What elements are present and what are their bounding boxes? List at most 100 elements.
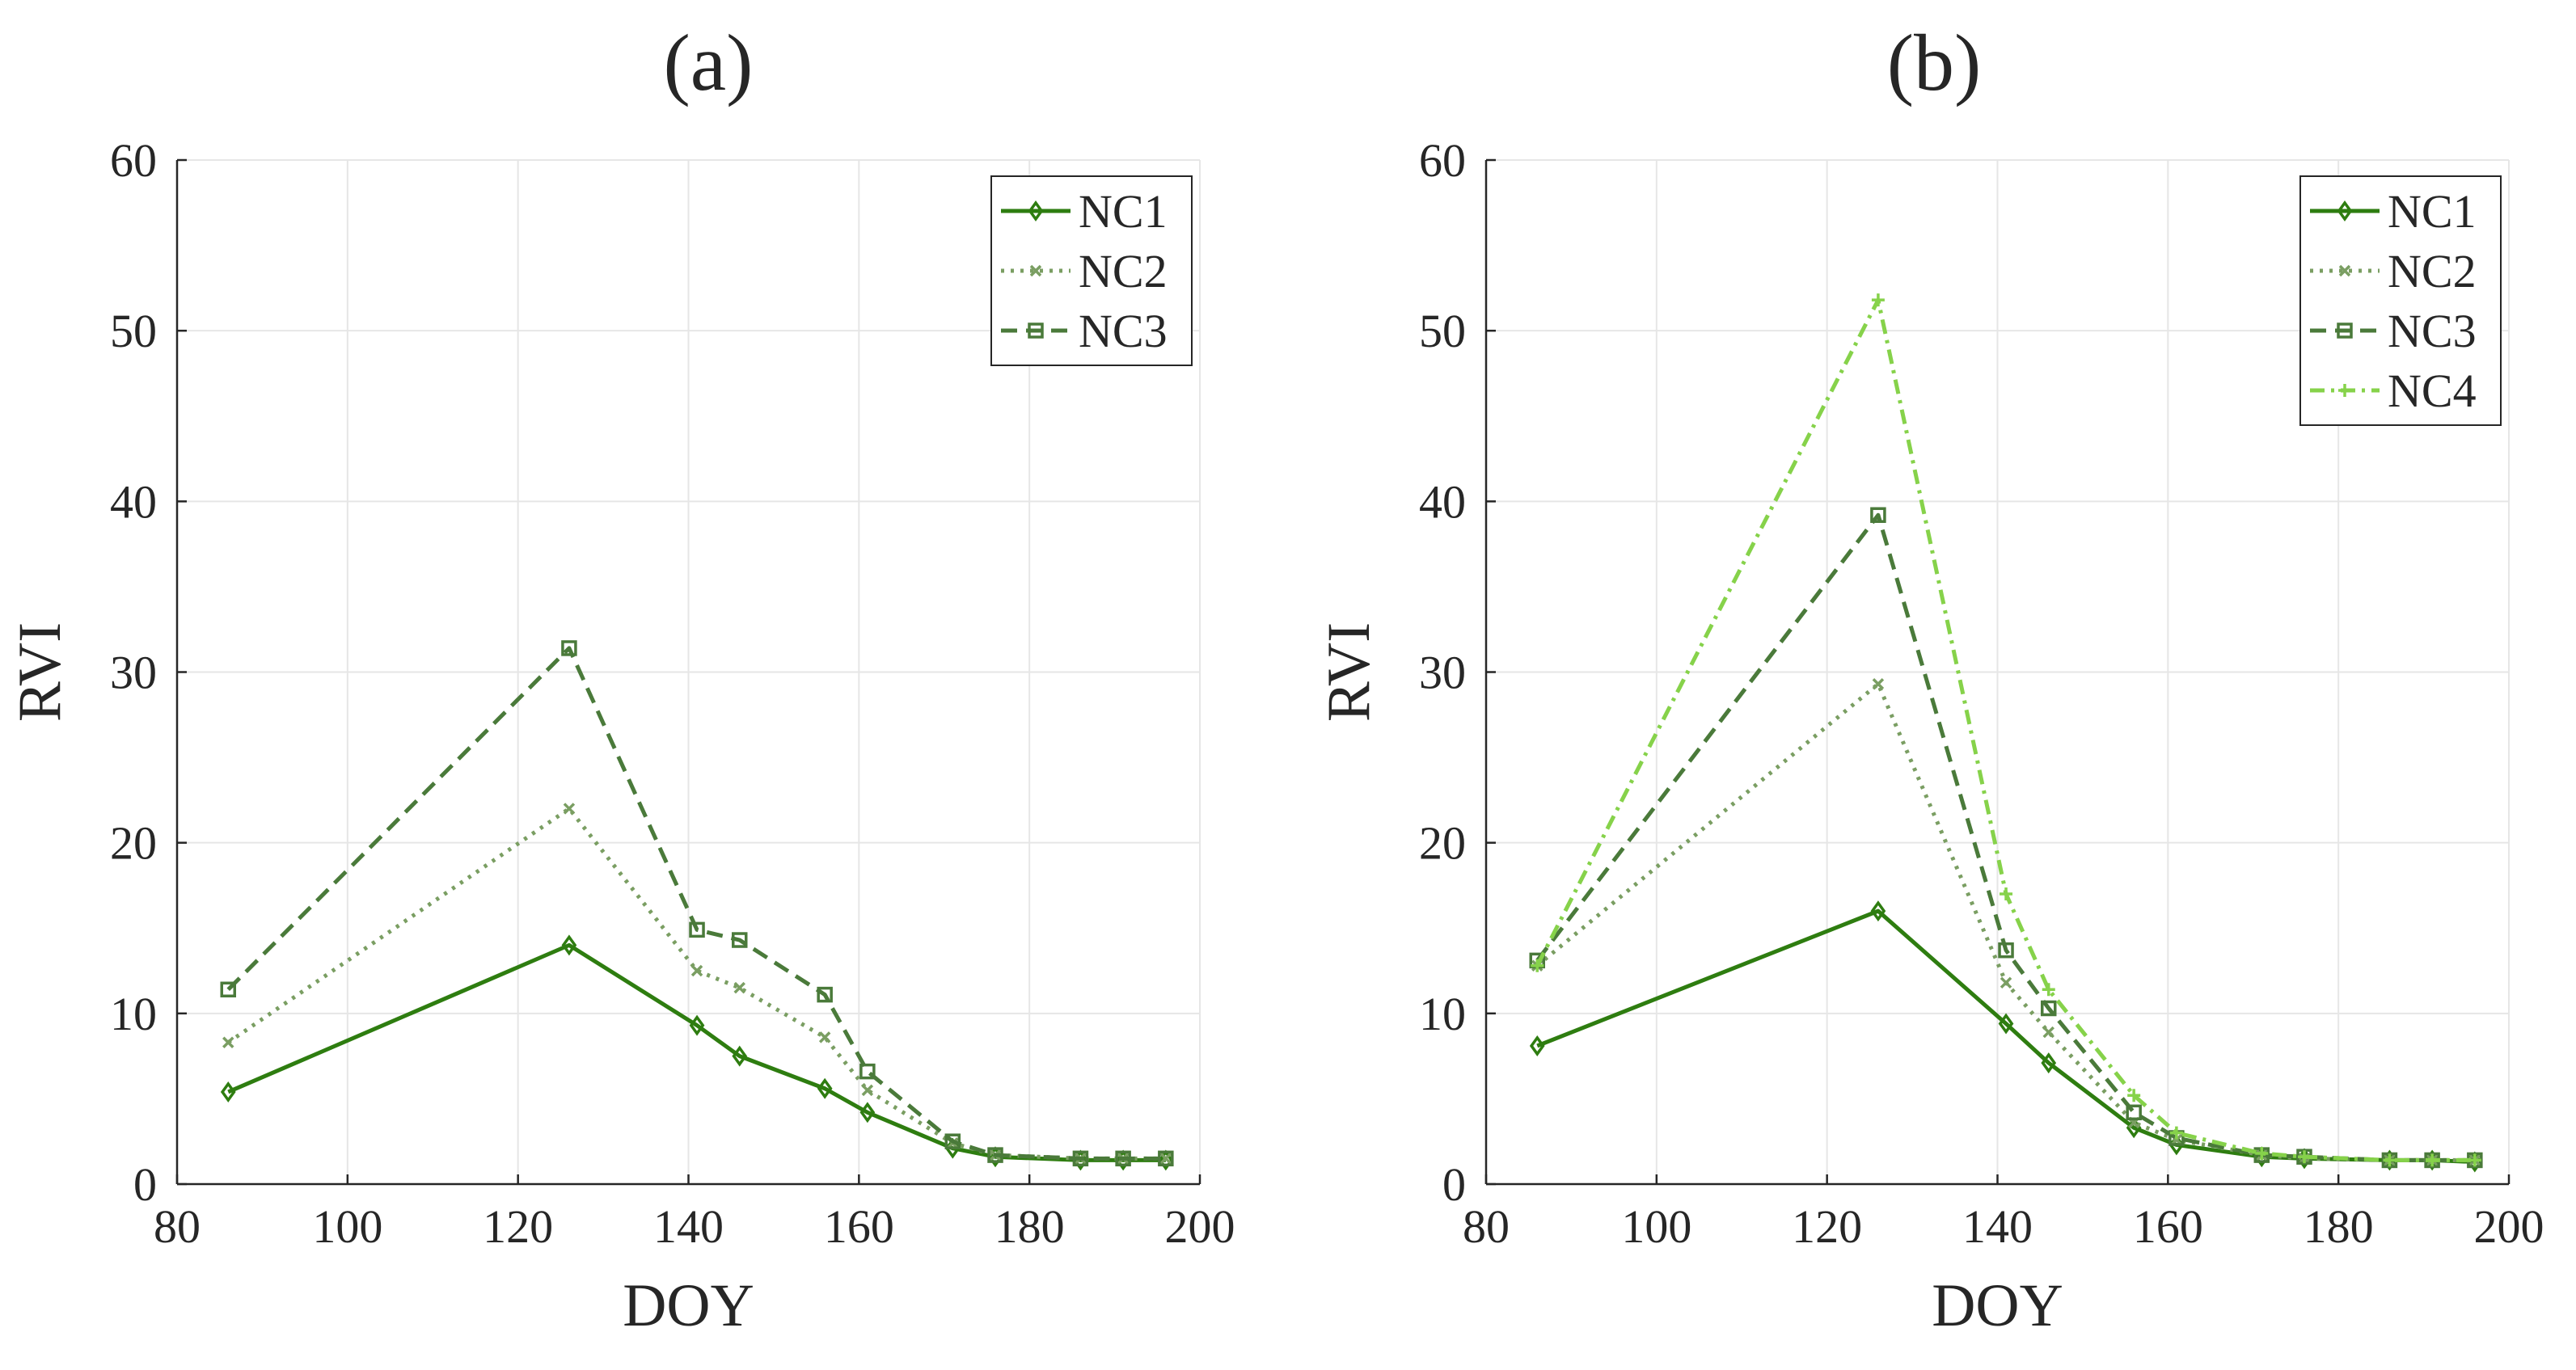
series-NC4 xyxy=(1531,293,2481,1167)
data-point xyxy=(861,1084,874,1097)
data-point xyxy=(818,1031,831,1043)
data-point xyxy=(2426,1153,2439,1167)
x-tick-label: 160 xyxy=(824,1200,894,1253)
data-point xyxy=(859,1102,876,1123)
data-point xyxy=(987,1147,1003,1163)
x-axis-label: DOY xyxy=(623,1272,754,1339)
data-point xyxy=(817,1077,833,1099)
legend-label: NC2 xyxy=(2388,245,2477,297)
legend-label: NC2 xyxy=(1079,245,1168,297)
data-point xyxy=(1158,1150,1174,1167)
data-point xyxy=(1872,678,1885,690)
data-point xyxy=(2383,1153,2397,1167)
data-point xyxy=(689,921,705,938)
data-point xyxy=(732,932,748,948)
legend: NC1 NC2 NC3 NC4 xyxy=(2299,175,2502,426)
y-tick-label: 50 xyxy=(1419,305,1466,357)
legend-item-NC3: NC3 xyxy=(1001,305,1168,357)
data-point xyxy=(1115,1150,1131,1167)
legend-label: NC3 xyxy=(2388,305,2477,357)
y-tick-label: 0 xyxy=(1442,1158,1466,1211)
x-tick-label: 180 xyxy=(2304,1200,2374,1253)
series-line xyxy=(1535,297,2475,1162)
data-point xyxy=(1870,900,1886,922)
data-point xyxy=(1529,1035,1545,1056)
data-point xyxy=(2255,1146,2269,1160)
legend-item-NC1: NC1 xyxy=(1001,185,1168,238)
legend-marker xyxy=(1028,322,1044,339)
legend-marker xyxy=(2338,264,2351,277)
data-point xyxy=(2041,1052,2057,1074)
legend-label: NC4 xyxy=(2388,365,2477,417)
legend-marker xyxy=(2337,200,2353,221)
series-NC2 xyxy=(1531,678,2481,1166)
panel-a: 80 100 120 140 160 180 200 0 10 20 30 40 50 60 DOY RVI (… xyxy=(6,18,1235,1339)
data-point xyxy=(944,1133,961,1149)
data-point xyxy=(2298,1150,2311,1164)
legend-item-NC2: NC2 xyxy=(2310,245,2477,297)
data-point xyxy=(689,1014,705,1036)
y-tick-label: 30 xyxy=(110,647,157,699)
panel-title: (b) xyxy=(1887,18,1982,107)
series-NC2 xyxy=(222,803,1172,1165)
legend-item-NC2: NC2 xyxy=(1001,245,1168,297)
legend-item-NC1: NC1 xyxy=(2310,185,2477,238)
data-point xyxy=(732,1045,748,1067)
panel-b: 80 100 120 140 160 180 200 0 10 20 30 40 50 60 DOY RVI (… xyxy=(1315,18,2544,1339)
y-tick-label: 10 xyxy=(110,988,157,1040)
x-tick-label: 100 xyxy=(312,1200,382,1253)
data-point xyxy=(2041,1000,2057,1017)
x-tick-label: 80 xyxy=(1463,1200,1510,1253)
x-tick-label: 200 xyxy=(1165,1200,1235,1253)
x-tick-label: 140 xyxy=(653,1200,724,1253)
legend: NC1 NC2 NC3 xyxy=(990,175,1193,366)
data-point xyxy=(2169,1126,2183,1140)
series-NC3 xyxy=(220,640,1174,1167)
y-tick-label: 40 xyxy=(110,475,157,528)
y-axis-label: RVI xyxy=(6,622,74,722)
data-point xyxy=(220,981,236,998)
y-tick-label: 20 xyxy=(110,817,157,870)
x-tick-label: 160 xyxy=(2133,1200,2203,1253)
data-point xyxy=(563,803,576,815)
legend-item-NC4: NC4 xyxy=(2310,365,2477,417)
x-tick-label: 200 xyxy=(2474,1200,2544,1253)
legend-marker xyxy=(1028,200,1044,221)
legend-marker xyxy=(1029,264,1042,277)
series-line xyxy=(1535,512,2475,1162)
legend-box xyxy=(990,175,1193,366)
series-line xyxy=(226,806,1166,1161)
y-tick-label: 30 xyxy=(1419,647,1466,699)
y-tick-label: 20 xyxy=(1419,817,1466,870)
data-point xyxy=(1998,942,2014,959)
data-point xyxy=(2468,1153,2481,1167)
data-point xyxy=(2000,976,2012,989)
data-point xyxy=(2042,1026,2054,1039)
data-point xyxy=(2000,887,2013,901)
x-axis-label: DOY xyxy=(1932,1272,2063,1339)
y-tick-label: 10 xyxy=(1419,988,1466,1040)
data-point xyxy=(561,640,577,656)
data-point xyxy=(2127,1089,2141,1102)
data-point xyxy=(222,1036,234,1048)
data-point xyxy=(859,1063,876,1080)
x-tick-label: 180 xyxy=(995,1200,1065,1253)
data-point xyxy=(561,934,577,956)
data-point xyxy=(1159,1153,1172,1165)
legend-label: NC1 xyxy=(2388,185,2477,238)
legend-item-NC3: NC3 xyxy=(2310,305,2477,357)
y-tick-label: 60 xyxy=(1419,134,1466,187)
y-tick-label: 50 xyxy=(110,305,157,357)
y-tick-label: 60 xyxy=(110,134,157,187)
data-point xyxy=(1072,1150,1089,1167)
series-line xyxy=(226,646,1166,1161)
data-point xyxy=(2042,983,2055,997)
legend-box xyxy=(2299,175,2502,426)
x-tick-label: 120 xyxy=(1792,1200,1862,1253)
panel-title: (a) xyxy=(664,18,754,107)
x-tick-label: 120 xyxy=(483,1200,553,1253)
data-point xyxy=(1870,507,1886,523)
legend-label: NC1 xyxy=(1079,185,1168,238)
y-tick-label: 40 xyxy=(1419,475,1466,528)
